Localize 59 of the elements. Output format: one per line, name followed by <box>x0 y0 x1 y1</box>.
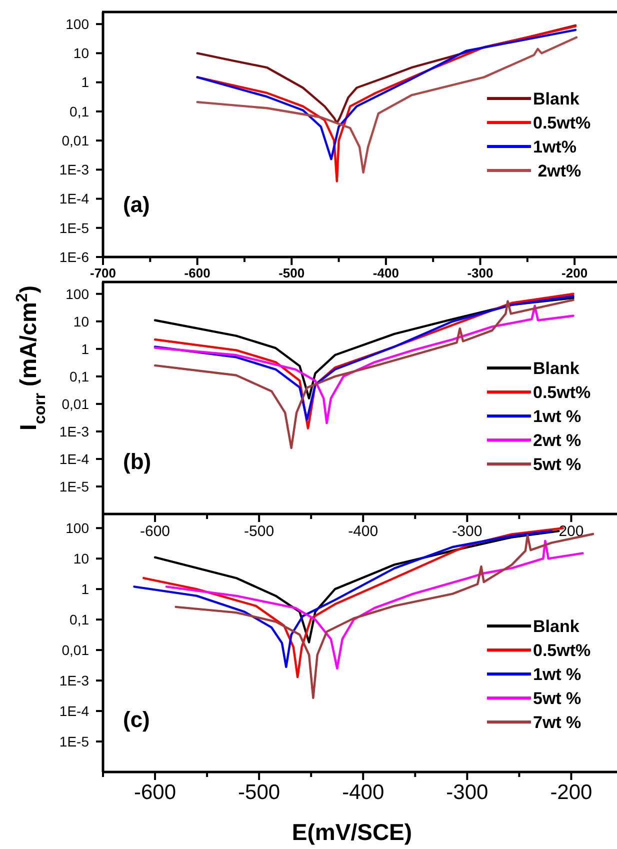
y-tick-label: 1E-5 <box>59 478 90 494</box>
x-tick-label: 200 <box>558 523 584 540</box>
y-tick-label: 1E-5 <box>59 733 90 750</box>
y-tick-label: 1 <box>81 580 90 597</box>
y-tick-label: 10 <box>73 45 90 62</box>
legend-label: Blank <box>533 358 580 378</box>
legend-label: 0.5wt% <box>533 640 591 660</box>
x-tick-label: -500 <box>244 523 274 540</box>
x-tick-label: -200 <box>550 780 592 804</box>
y-tick-label: 0,1 <box>70 103 90 120</box>
y-tick-label: 1E-4 <box>59 450 90 467</box>
y-tick-label: 1E-5 <box>59 220 90 236</box>
annotation: (b) <box>123 449 152 474</box>
legend-label: 1wt % <box>533 664 582 684</box>
annotation: (c) <box>123 707 150 732</box>
x-tick-label: -500 <box>278 265 305 280</box>
x-tick-label: -700 <box>90 265 116 280</box>
legend-label: 2wt % <box>533 430 582 450</box>
legend-label: 0.5wt% <box>533 113 591 132</box>
x-tick-label: -300 <box>452 523 482 540</box>
y-tick-label: 0,1 <box>70 368 90 384</box>
x-tick-label: -300 <box>446 780 488 804</box>
y-tick-label: 100 <box>66 16 90 32</box>
legend-label: 1wt% <box>533 137 576 156</box>
x-tick-label: -200 <box>562 265 588 280</box>
y-tick-label: 1E-4 <box>59 190 90 207</box>
y-tick-label: 0,1 <box>70 611 90 628</box>
legend-label: 7wt % <box>533 712 582 732</box>
x-tick-label: -400 <box>348 523 378 540</box>
y-tick-label: 100 <box>66 286 90 302</box>
y-tick-label: 1E-3 <box>59 672 90 688</box>
y-tick-label: 10 <box>73 313 90 330</box>
x-tick-label: -400 <box>342 780 384 804</box>
y-tick-label: 1E-4 <box>59 702 90 719</box>
legend-label: 5wt % <box>533 454 582 474</box>
x-tick-label: -300 <box>467 265 494 280</box>
legend-label: 5wt % <box>533 688 582 708</box>
y-tick-label: 1E-3 <box>59 423 90 440</box>
y-tick-label: 0,01 <box>62 396 90 412</box>
y-tick-label: 1 <box>81 74 90 90</box>
x-tick-label: -400 <box>372 265 399 280</box>
legend-label: 2wt% <box>533 161 582 180</box>
y-tick-label: 0,01 <box>62 132 90 148</box>
y-tick-label: 0,01 <box>62 642 90 658</box>
legend-label: Blank <box>533 616 580 636</box>
y-tick-label: 10 <box>73 550 90 566</box>
x-tick-label: -600 <box>134 780 176 804</box>
x-tick-label: -500 <box>238 780 280 804</box>
annotation: (a) <box>123 192 150 217</box>
x-axis-title: E(mV/SCE) <box>292 819 412 845</box>
y-tick-label: 100 <box>66 520 90 536</box>
legend-label: Blank <box>533 89 580 108</box>
y-tick-label: 1E-6 <box>59 248 90 265</box>
y-tick-label: 1E-3 <box>59 162 90 178</box>
legend-label: 1wt % <box>533 406 582 426</box>
x-tick-label: -600 <box>140 523 170 540</box>
y-tick-label: 1 <box>81 340 90 357</box>
legend-label: 0.5wt% <box>533 382 591 402</box>
x-tick-label: -600 <box>184 265 210 280</box>
